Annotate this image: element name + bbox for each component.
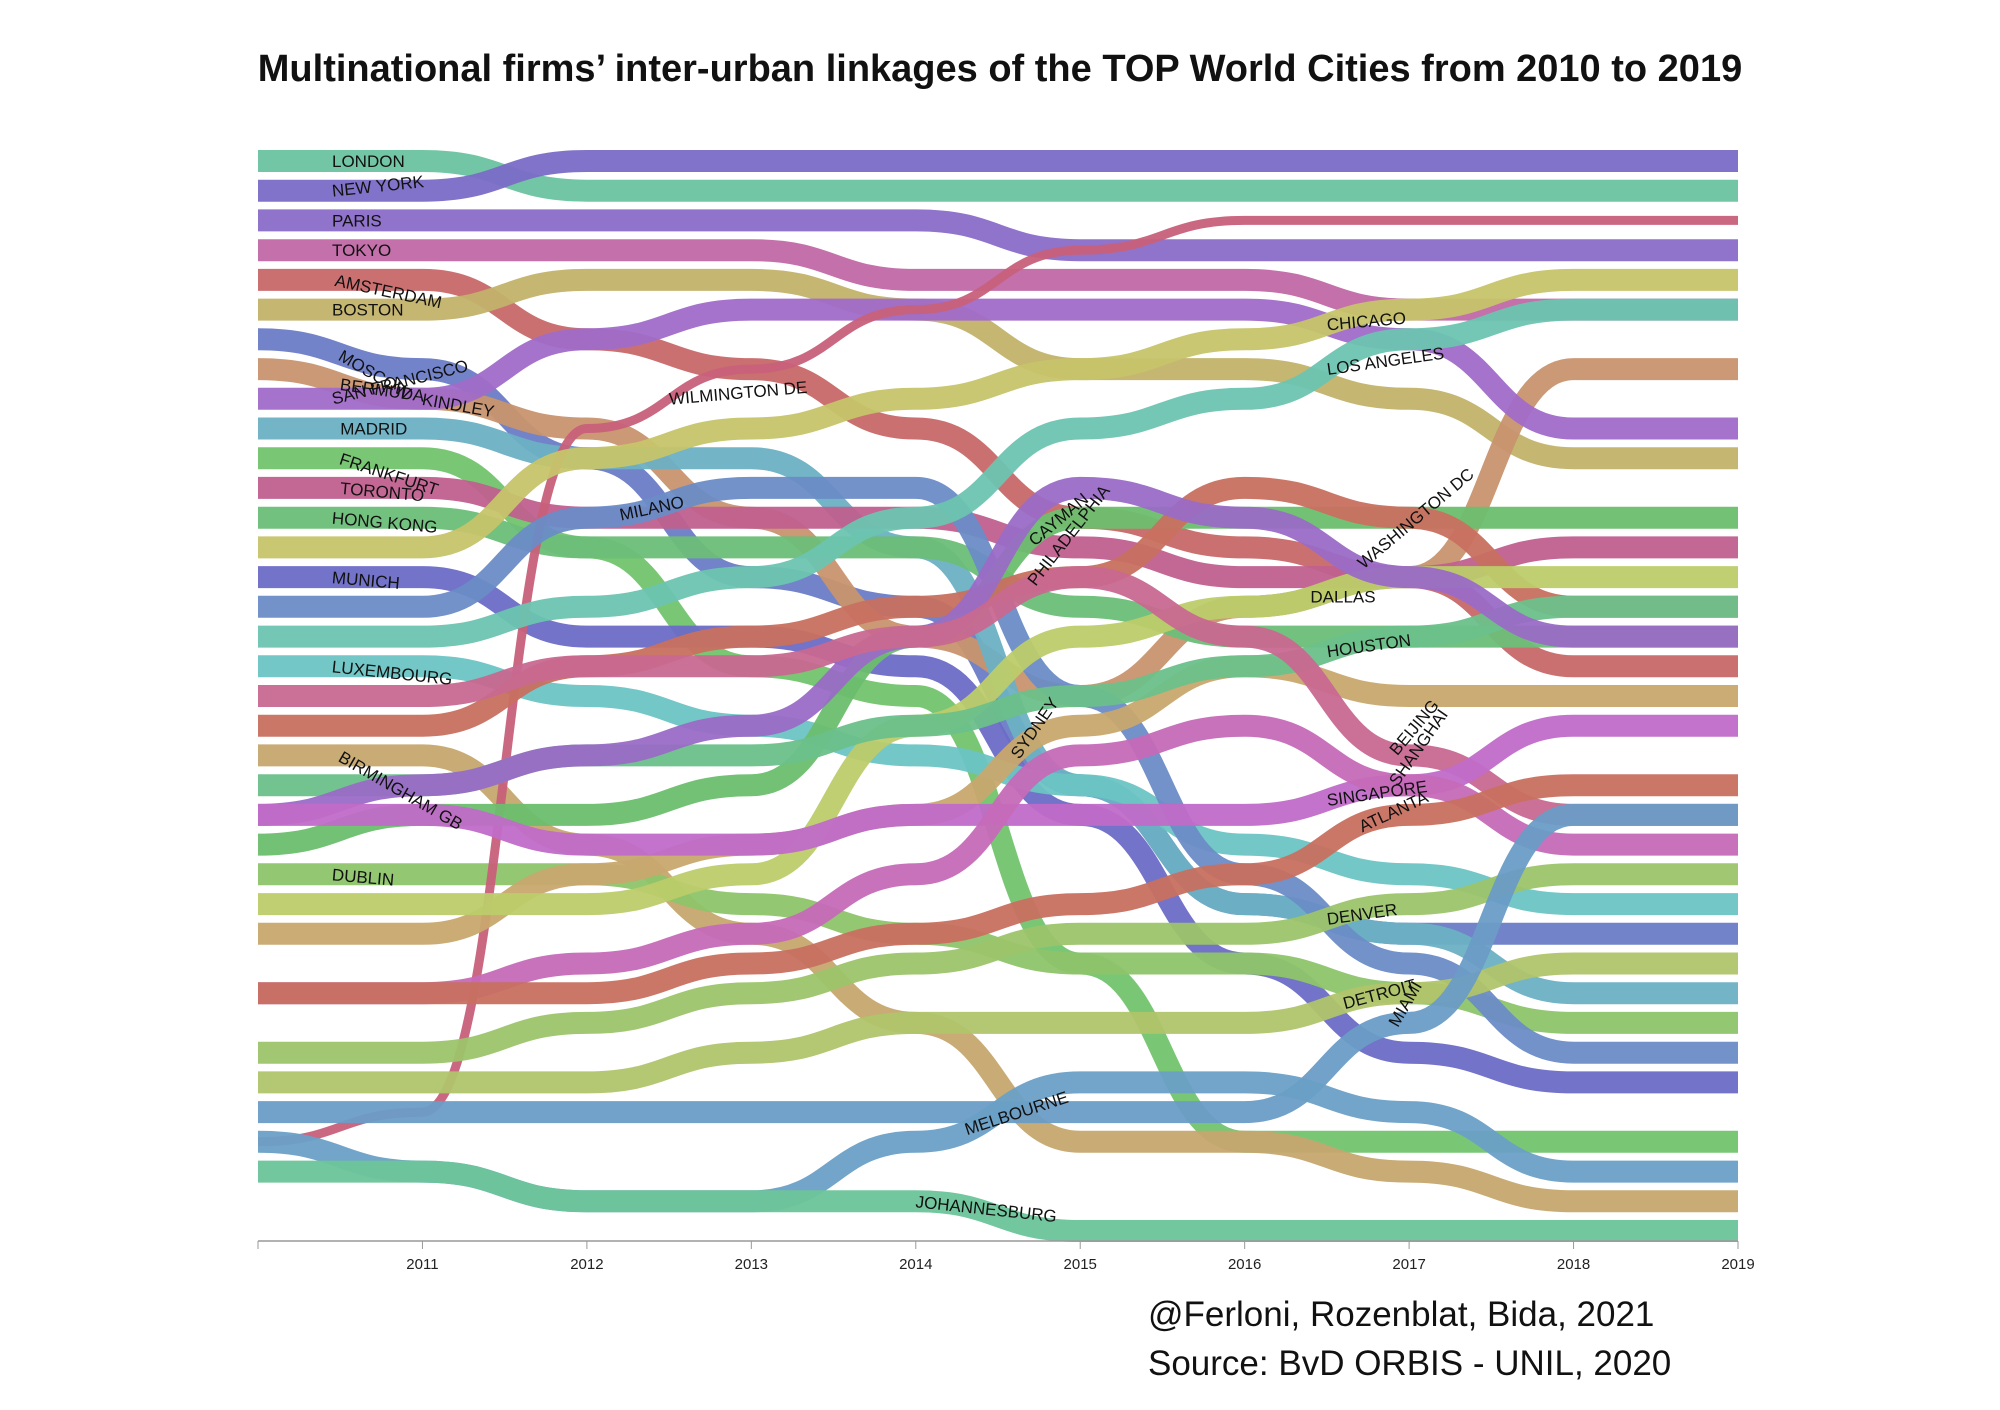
- series-layer: [257, 149, 1739, 1243]
- series-label-paris: PARIS: [332, 211, 382, 230]
- chart-title: Multinational firms’ inter-urban linkage…: [257, 48, 1743, 90]
- series-line-boston: [257, 268, 1738, 470]
- series-line-chicago: [258, 268, 1739, 559]
- series-line-beijing: [258, 566, 1738, 826]
- series-line-atlanta: [258, 774, 1738, 1005]
- series-line-denver: [257, 863, 1738, 1064]
- series-line-johannesburg: [258, 1160, 1738, 1243]
- series-label-london: LONDON: [332, 152, 405, 171]
- credits-authors: @Ferloni, Rozenblat, Bida, 2021: [1148, 1295, 1655, 1334]
- x-tick-label-2017: 2017: [1392, 1256, 1425, 1273]
- series-line-new-york: [258, 149, 1738, 202]
- x-tick-label-2019: 2019: [1721, 1256, 1754, 1273]
- series-line-miami: [258, 803, 1738, 1124]
- credits-source: Source: BvD ORBIS - UNIL, 2020: [1148, 1344, 1672, 1383]
- series-line-wilmington-de: [257, 215, 1738, 1147]
- series-label-dallas: DALLAS: [1310, 588, 1375, 607]
- x-tick-label-2013: 2013: [735, 1256, 768, 1273]
- series-line-dallas: [257, 566, 1738, 916]
- x-tick-label-2012: 2012: [570, 1256, 603, 1273]
- x-tick-label-2014: 2014: [899, 1256, 932, 1273]
- series-line-san-francisco: [258, 298, 1738, 440]
- series-line-paris: [258, 209, 1738, 262]
- x-tick-label-2015: 2015: [1064, 1256, 1097, 1273]
- x-tick-label-2011: 2011: [406, 1256, 438, 1273]
- series-line-washington-dc: [257, 476, 1738, 826]
- credits: @Ferloni, Rozenblat, Bida, 2021 Source: …: [1148, 1290, 1671, 1388]
- series-line-los-angeles: [258, 298, 1738, 648]
- series-label-boston: BOSTON: [332, 301, 403, 320]
- x-axis: 2011 2012 2013 2014 2015 2016 2017 2018 2019: [257, 1240, 1755, 1273]
- series-label-dublin: DUBLIN: [331, 865, 395, 889]
- series-label-tokyo: TOKYO: [332, 241, 391, 260]
- series-line-detroit: [258, 952, 1738, 1094]
- x-tick-label-2018: 2018: [1557, 1256, 1590, 1273]
- x-tick-label-2016: 2016: [1228, 1256, 1261, 1273]
- series-label-madrid: MADRID: [340, 420, 407, 439]
